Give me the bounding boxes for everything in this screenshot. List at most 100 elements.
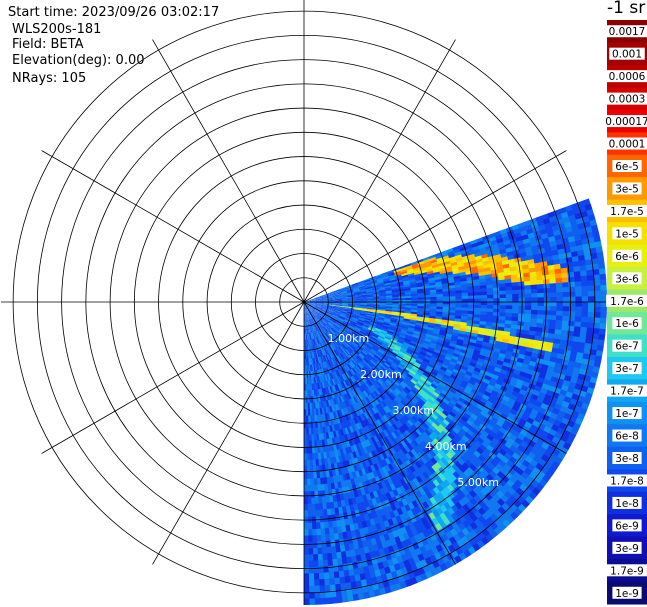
data-cell [310,301,318,302]
data-cell [308,396,312,404]
data-cell [315,307,322,311]
data-cell [306,314,309,322]
data-cell [322,319,328,325]
data-cell [355,402,362,410]
data-cell [408,479,417,488]
data-cell [312,415,315,423]
data-cell [359,312,367,315]
data-cell [359,352,366,359]
data-cell [392,445,400,454]
data-cell [569,350,578,358]
data-cell [410,260,418,266]
data-cell [480,301,488,306]
data-cell [395,324,403,328]
data-cell [400,390,408,398]
data-cell [529,322,538,328]
data-cell [355,416,361,424]
data-cell [354,298,362,301]
data-cell [347,370,354,378]
data-cell [477,357,485,364]
data-cell [353,312,361,315]
data-cell [310,312,315,319]
data-cell [308,313,312,321]
data-cell [391,313,399,316]
data-cell [326,323,332,330]
data-cell [417,301,425,305]
data-cell [424,411,432,419]
data-cell [383,337,391,343]
data-cell [392,488,399,497]
data-cell [341,344,347,351]
data-cell [507,384,516,392]
data-cell [585,264,594,272]
data-cell [359,414,365,422]
data-cell [360,306,368,308]
data-cell [313,408,317,416]
data-cell [321,319,328,325]
data-cell [478,354,486,361]
data-cell [336,340,342,347]
data-cell [341,428,347,436]
data-cell [337,318,345,323]
data-cell [336,321,343,326]
data-cell [452,405,461,413]
data-cell [395,428,403,437]
data-cell [529,424,539,433]
data-cell [455,412,464,420]
data-cell [408,380,416,388]
data-cell [486,434,495,442]
data-cell [382,277,390,282]
data-cell [402,379,410,386]
data-cell [550,245,559,252]
data-cell [400,268,408,273]
data-cell [412,520,420,530]
data-cell [575,306,583,313]
data-cell [415,320,423,325]
data-cell [306,365,308,372]
data-cell [409,279,417,283]
data-cell [306,447,310,454]
data-cell [543,314,551,321]
data-cell [402,438,410,447]
data-cell [367,409,374,417]
data-cell [586,231,595,240]
data-cell [365,355,372,362]
data-cell [379,367,386,375]
data-cell [479,369,488,376]
data-cell [346,314,353,318]
data-cell [595,246,604,254]
data-cell [424,338,432,343]
data-cell [373,373,381,380]
data-cell [321,547,328,555]
data-cell [443,338,452,344]
data-cell [427,324,435,329]
data-cell [433,388,442,396]
data-cell [502,263,511,270]
data-cell [316,302,324,304]
data-cell [460,277,468,283]
data-cell [509,266,517,272]
data-cell [310,396,314,404]
data-cell [447,423,455,431]
data-cell [465,409,473,418]
data-cell [327,393,332,401]
data-cell [492,318,500,324]
data-cell [400,416,408,424]
data-cell [439,440,448,449]
data-cell [306,307,310,314]
data-cell [442,304,450,308]
data-cell [505,286,513,292]
data-cell [546,260,555,267]
data-cell [353,548,361,557]
data-cell [379,424,386,432]
data-cell [593,285,601,292]
data-cell [377,282,385,286]
data-cell [460,316,468,321]
data-cell [557,348,566,356]
data-cell [347,294,355,297]
data-cell [519,429,528,438]
data-cell [545,251,553,258]
data-cell [377,318,385,322]
data-cell [505,309,513,314]
data-cell [306,307,310,314]
